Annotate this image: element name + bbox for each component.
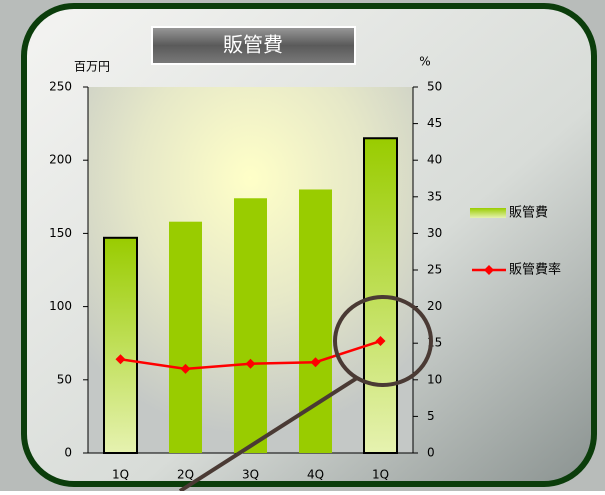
y2-tick-label: 0 (427, 446, 435, 460)
y2-tick-label: 35 (427, 189, 442, 203)
legend-marker (484, 265, 494, 275)
x-tick-label: 4Q (307, 468, 324, 482)
y-tick-label: 50 (57, 372, 72, 386)
y2-tick-label: 10 (427, 372, 442, 386)
y-tick-label: 200 (49, 153, 72, 167)
bar (299, 189, 332, 454)
point (310, 357, 321, 368)
legend-label: 販管費率 (509, 262, 561, 278)
legend-label: 販管費 (509, 206, 548, 221)
x-tick-label: 2Q (177, 468, 194, 482)
y2-tick-label: 50 (427, 80, 442, 94)
bar (234, 198, 267, 453)
y2-tick-label: 45 (427, 116, 442, 130)
y2-tick-label: 25 (427, 263, 442, 277)
bar (103, 236, 138, 454)
y2-tick-label: 5 (427, 409, 435, 423)
point (245, 358, 256, 369)
y2-tick-label: 30 (427, 226, 442, 240)
point (115, 354, 126, 365)
x-tick-label: 1Q (372, 468, 389, 482)
y-tick-label: 150 (49, 226, 72, 240)
y2-tick-label: 40 (427, 153, 442, 167)
y-axis-label: 百万円 (74, 60, 110, 74)
callout-line (178, 376, 359, 493)
y-tick-label: 250 (49, 80, 72, 94)
highlight-circle (333, 295, 433, 387)
x-tick-label: 1Q (112, 468, 129, 482)
y-tick-label: 100 (49, 299, 72, 313)
point (375, 336, 386, 347)
y2-tick-label: 20 (427, 299, 442, 313)
x-tick-label: 3Q (242, 468, 259, 482)
chart-title: 販管費 (223, 33, 283, 57)
legend-swatch (470, 208, 506, 218)
y2-axis-label: % (419, 55, 430, 69)
y-tick-label: 0 (64, 446, 72, 460)
title-box (151, 26, 356, 65)
bar (169, 221, 202, 453)
point (180, 363, 191, 374)
